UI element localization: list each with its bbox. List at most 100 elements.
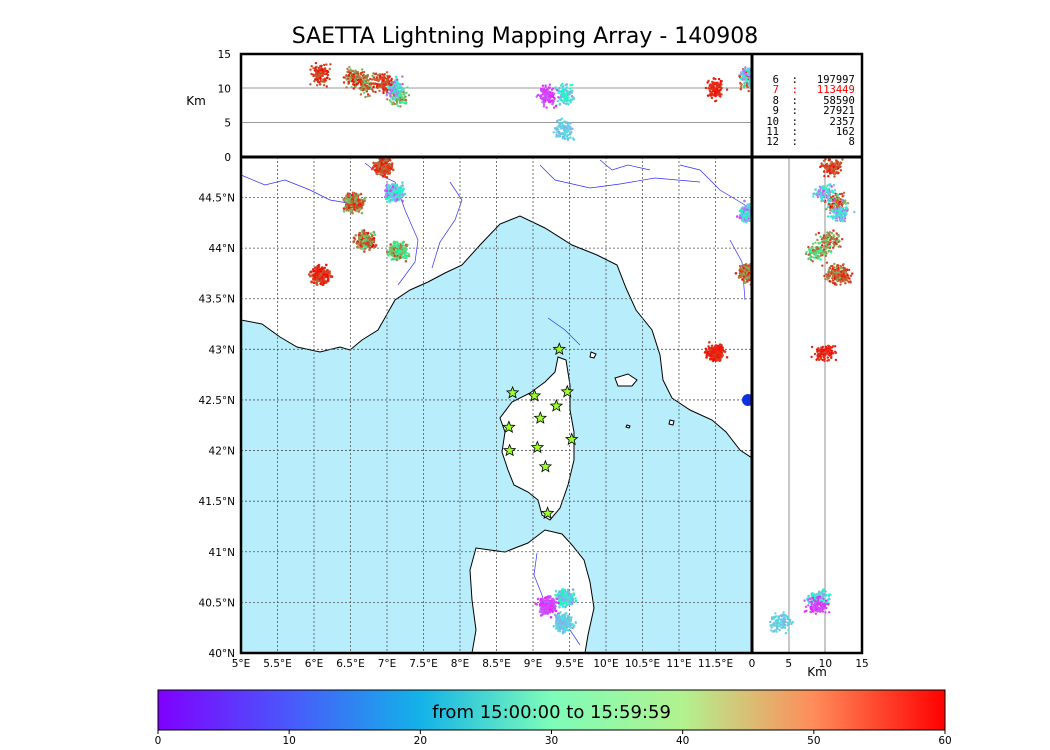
altitude-source-point [741, 78, 744, 81]
lightning-source-point [555, 597, 559, 601]
altitude-source-point [559, 118, 562, 122]
lightning-source-point [342, 207, 346, 210]
altitude-source-point [361, 85, 364, 88]
lightning-source-point [744, 274, 748, 278]
side-source-point [817, 247, 820, 250]
lightning-source-point [357, 210, 361, 213]
altitude-source-point [544, 88, 548, 92]
side-source-point [817, 595, 820, 599]
lightning-source-point [744, 220, 748, 224]
side-source-point [817, 606, 821, 610]
side-source-point [837, 167, 840, 170]
altitude-source-point [745, 76, 749, 80]
altitude-source-point [708, 89, 712, 92]
altitude-source-point [382, 88, 385, 91]
altitude-source-point [556, 89, 559, 92]
lightning-source-point [360, 211, 364, 215]
altitude-source-point [564, 83, 567, 87]
altitude-panel [241, 54, 752, 157]
lightning-source-point [357, 206, 360, 209]
side-source-point [841, 238, 844, 241]
map-lightning-scatter [307, 157, 752, 635]
altitude-source-point [565, 86, 568, 89]
altitude-source-point [747, 89, 750, 93]
lightning-source-point [554, 601, 558, 604]
side-source-point [826, 240, 829, 243]
side-source-point [828, 183, 831, 186]
side-source-point [844, 282, 847, 285]
side-source-point [823, 187, 826, 190]
lightning-source-point [392, 188, 396, 191]
altitude-source-point [402, 93, 405, 96]
side-source-point [834, 351, 837, 355]
side-source-point [834, 345, 837, 348]
lightning-source-point [748, 207, 751, 210]
side-source-point [803, 599, 806, 602]
lightning-source-point [546, 595, 550, 598]
side-source-point [832, 229, 835, 232]
altitude-source-point [740, 83, 743, 86]
altitude-source-point [552, 96, 556, 99]
altitude-source-point [748, 73, 751, 77]
side-source-point [836, 162, 839, 165]
side-source-point [831, 281, 835, 285]
lightning-source-point [703, 351, 707, 354]
lightning-source-point [384, 161, 388, 165]
lightning-source-point [351, 203, 354, 206]
altitude-source-point [328, 67, 331, 71]
altitude-source-point [321, 72, 324, 75]
lightning-source-point [352, 240, 356, 244]
altitude-source-point [541, 88, 544, 91]
altitude-source-point [541, 101, 544, 104]
altitude-source-point [561, 86, 564, 90]
side-source-point [823, 357, 826, 361]
map-panel [241, 157, 752, 653]
altitude-source-point [354, 74, 357, 77]
altitude-source-point [323, 63, 326, 67]
altitude-source-point [314, 78, 317, 81]
lightning-source-point [718, 354, 722, 358]
lightning-source-point [368, 248, 371, 252]
side-source-point [826, 192, 830, 195]
lightning-source-point [740, 209, 744, 212]
side-source-point [824, 347, 827, 351]
lightning-source-point [395, 189, 399, 193]
side-source-point [816, 195, 820, 199]
lightning-source-point [570, 600, 574, 604]
altitude-source-point [398, 94, 401, 97]
altitude-source-point [563, 125, 566, 128]
altitude-source-point [372, 90, 375, 93]
lightning-source-point [559, 626, 562, 630]
altitude-source-point [371, 88, 374, 91]
lightning-source-point [552, 608, 556, 611]
lightning-source-point [358, 202, 362, 206]
side-source-point [835, 242, 838, 246]
lightning-source-point [555, 614, 558, 617]
altitude-source-point [562, 101, 566, 105]
altitude-source-point [715, 99, 718, 102]
altitude-source-point [716, 88, 719, 92]
lightning-source-point [393, 240, 396, 244]
lightning-source-point [565, 601, 568, 604]
altitude-source-point [555, 128, 558, 131]
lightning-source-point [388, 199, 391, 203]
lightning-source-point [562, 623, 566, 626]
lightning-source-point [350, 199, 354, 203]
side-source-point [822, 170, 826, 173]
altitude-source-point [743, 84, 746, 87]
altitude-source-point [712, 84, 715, 88]
lightning-source-point [715, 357, 719, 361]
corsica-island [499, 356, 575, 521]
lightning-source-point [402, 255, 406, 259]
lightning-source-point [381, 174, 385, 178]
side-source-point [813, 253, 816, 256]
altitude-source-point [388, 75, 391, 78]
altitude-source-point [710, 96, 714, 100]
altitude-source-point [403, 96, 406, 100]
altitude-source-point [403, 101, 406, 105]
lightning-source-point [359, 192, 363, 196]
station-star-icon [538, 459, 553, 473]
side-source-point [822, 239, 825, 242]
side-source-point [809, 597, 812, 601]
lightning-source-point [396, 198, 399, 201]
